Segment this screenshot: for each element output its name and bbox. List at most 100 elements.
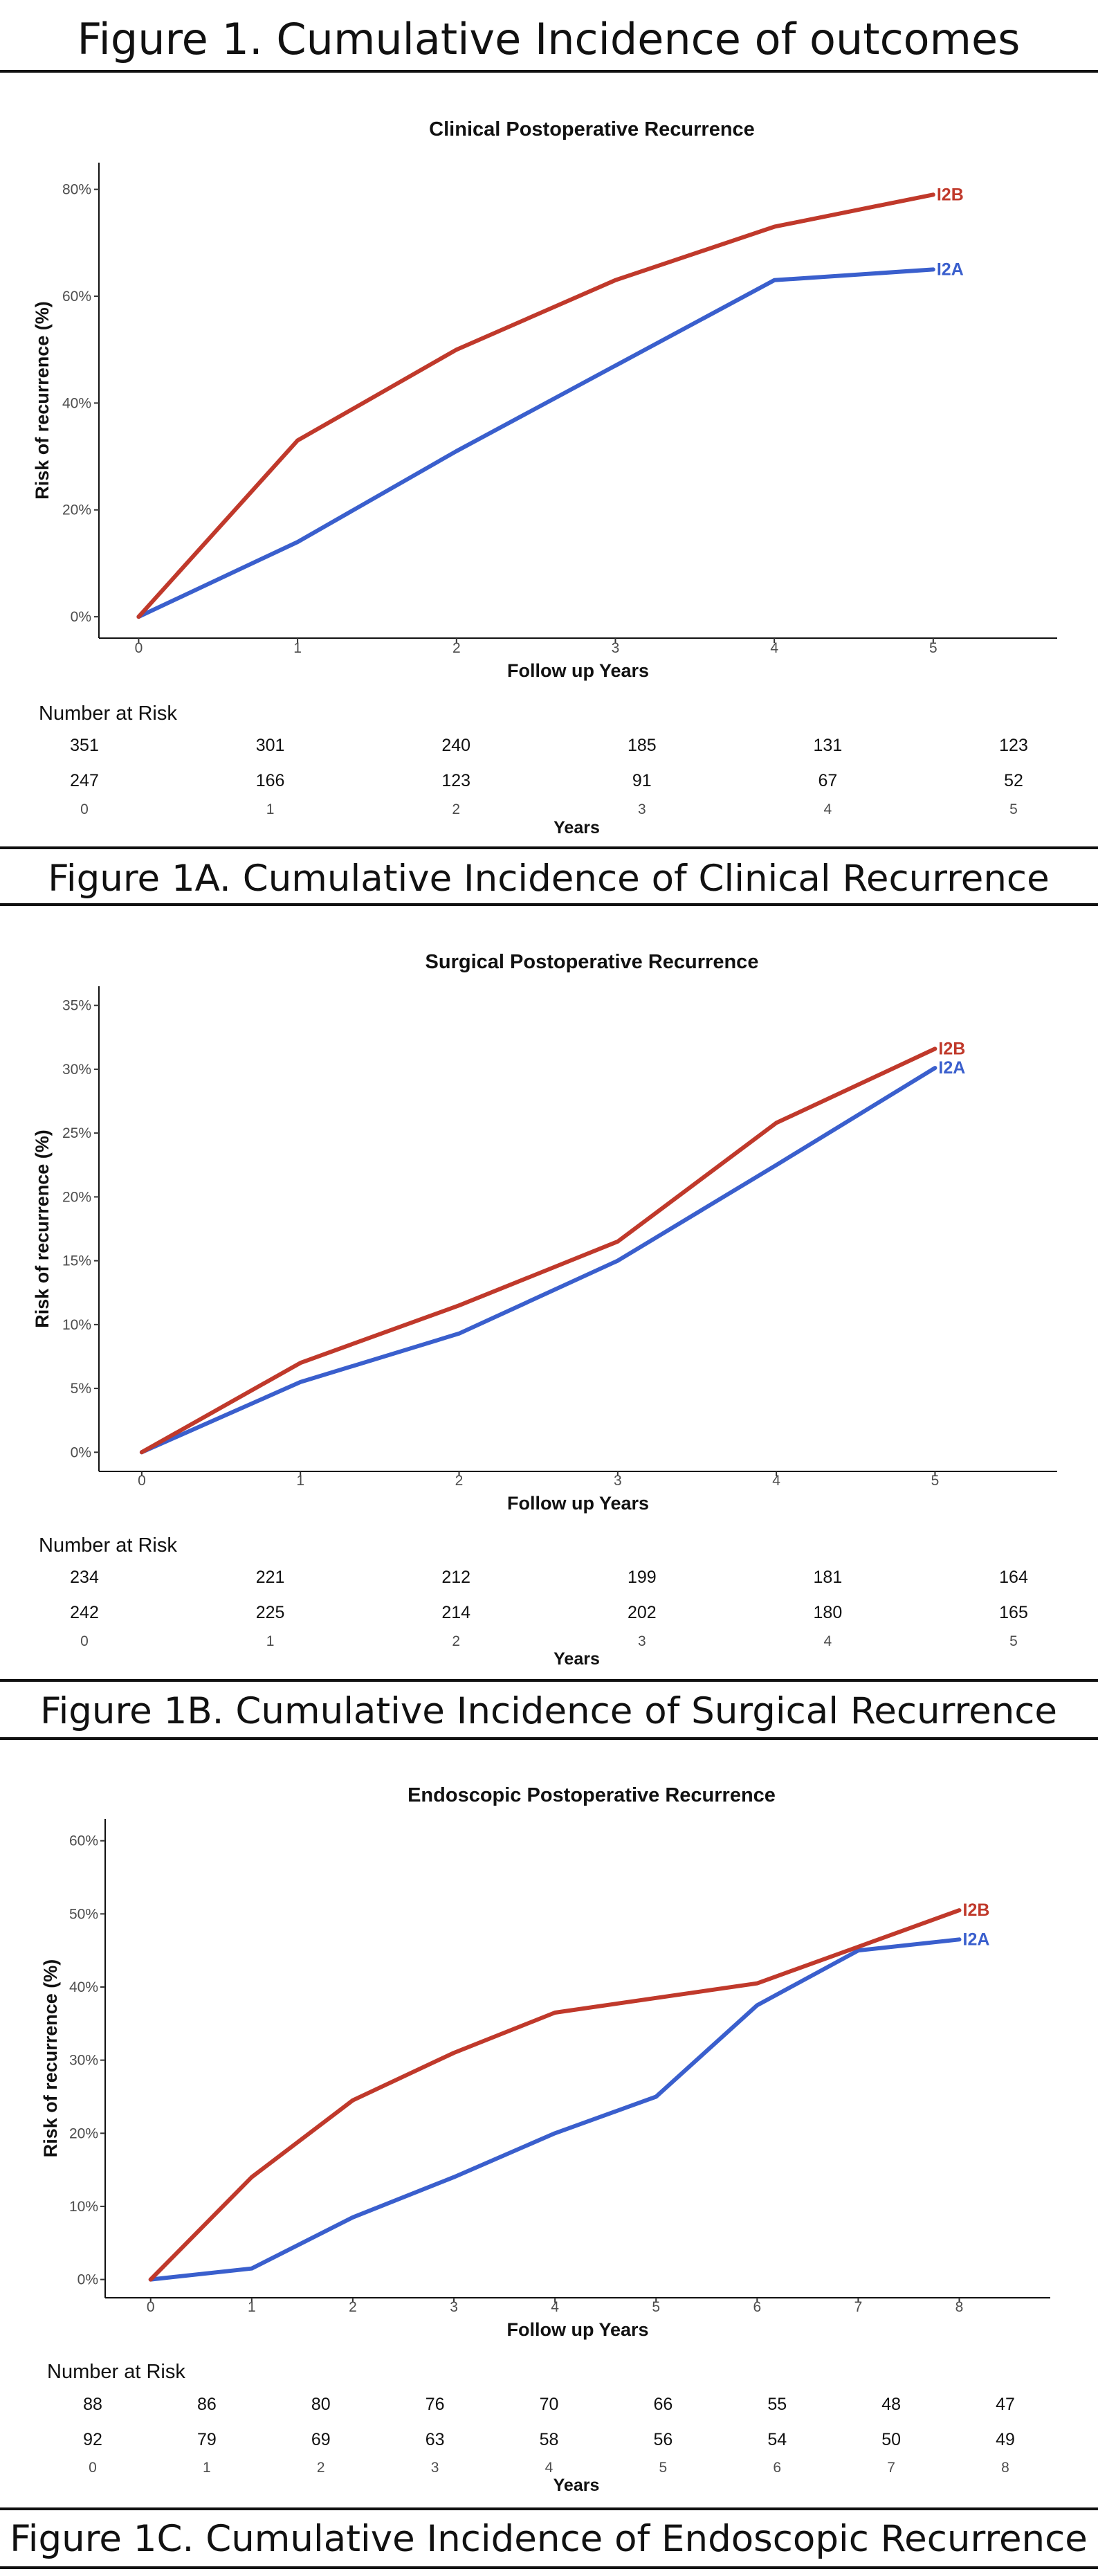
- risk-cell: 301: [256, 736, 285, 755]
- risk-cell: 185: [628, 736, 657, 755]
- risk-cell: 56: [653, 2430, 672, 2449]
- series-line-i2b: [136, 192, 935, 619]
- figure-title: Figure 1. Cumulative Incidence of outcom…: [77, 14, 1021, 64]
- risk-cell: 52: [1004, 771, 1023, 790]
- x-tick-label: 1: [248, 2299, 256, 2315]
- chart-panel-2: Surgical Postoperative Recurrence 0% 5% 10%…: [0, 951, 1098, 1740]
- y-tick-label: 40%: [62, 395, 91, 411]
- risk-time-label: 2: [317, 2460, 325, 2476]
- y-tick-label: 60%: [62, 289, 91, 305]
- risk-cell: 79: [197, 2430, 217, 2449]
- risk-time-label: 3: [638, 801, 646, 817]
- risk-time-label: 3: [638, 1633, 646, 1649]
- risk-cell: 55: [767, 2395, 787, 2414]
- risk-cell: 247: [70, 771, 99, 790]
- risk-cell: 67: [818, 771, 837, 790]
- risk-table-title: Number at Risk: [47, 2361, 185, 2383]
- series-line-i2a: [136, 267, 935, 619]
- y-tick-label: 0%: [71, 609, 91, 625]
- x-axis-label: Follow up Years: [507, 660, 649, 681]
- x-tick-label: 1: [293, 640, 302, 656]
- series-line-i2a: [148, 1937, 962, 2282]
- risk-time-label: 4: [824, 1633, 832, 1649]
- risk-cell: 212: [441, 1568, 470, 1587]
- risk-cell: 242: [70, 1603, 99, 1622]
- risk-cell: 88: [83, 2395, 102, 2414]
- risk-time-label: 6: [773, 2460, 781, 2476]
- risk-cell: 166: [256, 771, 285, 790]
- x-axis-label: Follow up Years: [507, 1493, 649, 1514]
- y-tick-label: 35%: [62, 998, 91, 1014]
- y-tick-label: 15%: [62, 1253, 91, 1269]
- x-tick-label: 0: [138, 1473, 146, 1489]
- x-tick-label: 4: [772, 1473, 780, 1489]
- risk-table-x-label: Years: [553, 2476, 600, 2495]
- x-tick-label: 8: [955, 2299, 964, 2315]
- risk-cell: 58: [540, 2430, 559, 2449]
- risk-time-label: 7: [887, 2460, 895, 2476]
- x-tick-label: 4: [770, 640, 778, 656]
- x-tick-label: 2: [349, 2299, 357, 2315]
- series-label-i2b: I2B: [963, 1901, 990, 1920]
- risk-time-label: 3: [431, 2460, 439, 2476]
- y-axis-label: Risk of recurrence (%): [32, 301, 53, 500]
- figure-caption: Figure 1C. Cumulative Incidence of Endos…: [10, 2518, 1088, 2560]
- risk-time-label: 5: [1009, 1633, 1018, 1649]
- series-label-i2a: I2A: [938, 1058, 965, 1078]
- x-tick-label: 5: [929, 640, 937, 656]
- risk-cell: 47: [996, 2395, 1015, 2414]
- x-tick-label: 3: [450, 2299, 458, 2315]
- risk-cell: 48: [881, 2395, 901, 2414]
- risk-table-x-label: Years: [553, 818, 600, 837]
- risk-cell: 123: [441, 771, 470, 790]
- x-tick-label: 6: [753, 2299, 761, 2315]
- y-tick-label: 20%: [62, 1189, 91, 1205]
- risk-time-label: 0: [80, 801, 89, 817]
- risk-table-title: Number at Risk: [39, 702, 177, 725]
- x-tick-label: 7: [854, 2299, 863, 2315]
- risk-time-label: 1: [266, 801, 275, 817]
- series-line-i2b: [139, 1046, 937, 1455]
- x-tick-label: 0: [147, 2299, 155, 2315]
- y-tick-label: 10%: [62, 1317, 91, 1333]
- risk-time-label: 1: [203, 2460, 211, 2476]
- series-label-i2b: I2B: [937, 185, 964, 204]
- risk-cell: 69: [311, 2430, 331, 2449]
- x-tick-label: 1: [296, 1473, 304, 1489]
- y-tick-label: 0%: [77, 2272, 98, 2288]
- risk-cell: 351: [70, 736, 99, 755]
- risk-cell: 225: [256, 1603, 285, 1622]
- risk-cell: 214: [441, 1603, 470, 1622]
- y-tick-label: 50%: [69, 1906, 98, 1922]
- x-axis-label: Follow up Years: [506, 2319, 648, 2340]
- risk-cell: 66: [653, 2395, 672, 2414]
- risk-table-title: Number at Risk: [39, 1534, 177, 1557]
- series-line-i2b: [148, 1908, 962, 2282]
- risk-cell: 123: [999, 736, 1028, 755]
- risk-cell: 202: [628, 1603, 657, 1622]
- chart-panel-1: Clinical Postoperative Recurrence0%20%40…: [0, 118, 1098, 906]
- x-tick-label: 4: [551, 2299, 559, 2315]
- x-tick-label: 2: [452, 640, 461, 656]
- risk-time-label: 4: [824, 801, 832, 817]
- y-tick-label: 20%: [69, 2125, 98, 2141]
- chart-panels: Clinical Postoperative Recurrence0%20%40…: [0, 118, 1098, 2569]
- y-tick-label: 30%: [69, 2053, 98, 2069]
- x-tick-label: 5: [931, 1473, 940, 1489]
- risk-cell: 86: [197, 2395, 217, 2414]
- y-tick-label: 40%: [69, 1979, 98, 1995]
- series-label-i2a: I2A: [937, 260, 964, 279]
- figure-caption: Figure 1A. Cumulative Incidence of Clini…: [48, 858, 1049, 900]
- risk-cell: 70: [540, 2395, 559, 2414]
- risk-time-label: 8: [1001, 2460, 1009, 2476]
- risk-time-label: 5: [659, 2460, 668, 2476]
- risk-cell: 199: [628, 1568, 657, 1587]
- y-tick-label: 20%: [62, 502, 91, 518]
- x-tick-label: 2: [455, 1473, 464, 1489]
- risk-cell: 131: [814, 736, 843, 755]
- series-label-i2b: I2B: [938, 1039, 965, 1058]
- risk-time-label: 5: [1009, 801, 1018, 817]
- chart-title: Clinical Postoperative Recurrence: [429, 118, 755, 140]
- x-tick-label: 3: [612, 640, 620, 656]
- risk-cell: 63: [426, 2430, 445, 2449]
